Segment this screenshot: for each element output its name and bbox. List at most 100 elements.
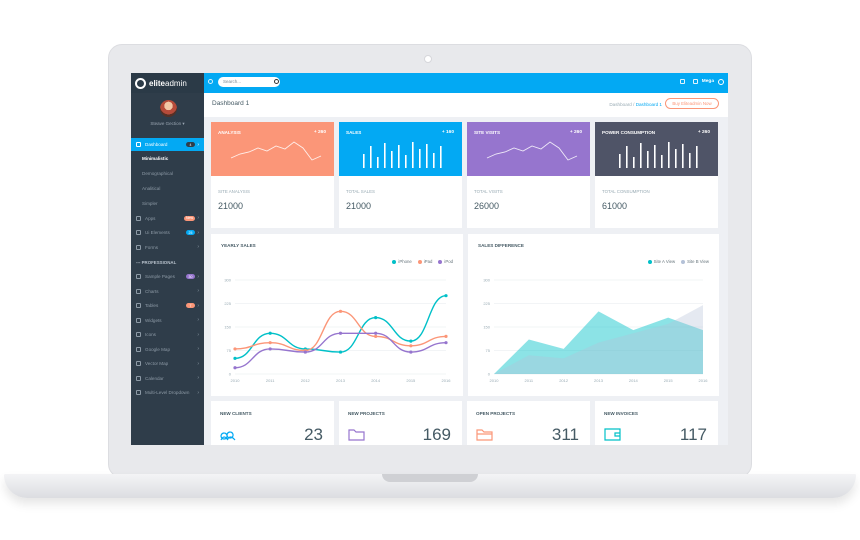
sidebar-item-multi-level-dropdown[interactable]: Multi-Level Dropdown › — [131, 386, 204, 401]
settings-icon[interactable] — [718, 79, 724, 85]
user-name[interactable]: Steave Gection ▾ — [150, 121, 185, 126]
sparkline-bar — [384, 143, 386, 168]
logo-light: admin — [165, 78, 187, 88]
yearly-sales-legend: iPhone iPad iPod — [392, 259, 453, 264]
x-tick-label: 2014 — [629, 378, 639, 383]
data-point — [338, 331, 343, 335]
data-point — [233, 356, 237, 360]
sidebar-badge: 7 — [186, 303, 195, 309]
sparkline-bar — [363, 154, 365, 168]
stat-value: 61000 — [602, 201, 628, 211]
chevron-right-icon: › — [197, 331, 199, 338]
sidebar-item-apps[interactable]: Apps New › — [131, 211, 204, 226]
data-point — [268, 341, 272, 345]
stat-sub-label: TOTAL VISITS — [474, 189, 503, 194]
sparkline-bar — [405, 155, 407, 168]
sparkline-bar — [433, 153, 435, 168]
stat-card-header: SALES + 160 — [339, 122, 462, 176]
sidebar-item-label: Icons — [145, 332, 156, 338]
x-tick-label: 2011 — [525, 378, 534, 383]
buy-button[interactable]: Buy Eliteadmin Now — [665, 98, 719, 109]
sidebar-item-label: Apps — [145, 215, 156, 221]
sidebar-subitem-minimalistic[interactable]: Minimalistic — [142, 156, 169, 161]
sparkline-bar — [377, 157, 379, 168]
sparkline-bar — [370, 146, 372, 168]
summary-value: 23 — [304, 425, 323, 444]
legend-item[interactable]: Site B View — [681, 259, 709, 264]
sparkline-bar — [647, 151, 649, 168]
forms-icon — [136, 244, 141, 250]
sales-difference-legend: Site A View Site B View — [647, 259, 709, 264]
y-tick-label: 225 — [224, 301, 231, 306]
sidebar-item-icons[interactable]: Icons › — [131, 328, 204, 343]
user-menu[interactable]: Mega — [701, 79, 714, 84]
legend-label: Site A View — [653, 259, 676, 264]
sidebar-item-charts[interactable]: Charts › — [131, 284, 204, 299]
chevron-right-icon: › — [197, 317, 199, 324]
x-tick-label: 2010 — [490, 378, 500, 383]
sidebar-item-label: Multi-Level Dropdown — [145, 390, 190, 396]
avatar[interactable] — [160, 100, 177, 117]
sidebar-item-ui-elements[interactable]: Ui Elements 25 › — [131, 226, 204, 241]
sidebar-subitem-simpler[interactable]: Simpler — [142, 201, 158, 206]
sidebar-subitem-demographical[interactable]: Demographical — [142, 171, 173, 176]
stat-value: 26000 — [474, 201, 500, 211]
sidebar-subitem-analitical[interactable]: Analitical — [142, 186, 161, 191]
sales-difference-title: SALES DIFFERENCE — [478, 243, 524, 248]
summary-label: NEW INVOICES — [604, 411, 638, 416]
search-icon[interactable] — [274, 79, 279, 84]
legend-label: Site B View — [687, 259, 709, 264]
sidebar-item-sample-pages[interactable]: Sample Pages 30 › — [131, 270, 204, 285]
open-folder-icon — [476, 429, 493, 441]
search-input[interactable]: Search... — [218, 77, 280, 87]
bell-icon[interactable] — [693, 79, 698, 84]
summary-card: NEW PROJECTS 169 — [339, 401, 462, 445]
x-tick-label: 2016 — [699, 378, 709, 383]
chevron-right-icon: › — [197, 346, 199, 353]
dashboard-icon — [136, 142, 141, 147]
mail-icon[interactable] — [680, 79, 685, 84]
sidebar-nav: Dashboard 4 › Minimalistic Demographical Anal… — [131, 138, 204, 400]
summary-value: 117 — [679, 425, 707, 444]
stat-card: SITE VISITS + 260 TOTAL VISITS 26000 — [467, 122, 590, 228]
legend-item[interactable]: Site A View — [647, 259, 676, 264]
area-series-0 — [494, 311, 703, 374]
user-group-icon — [220, 431, 236, 441]
legend-item[interactable]: iPad — [417, 259, 432, 264]
vector-map-icon — [136, 361, 141, 367]
sidebar-item-tables[interactable]: Tables 7 › — [131, 299, 204, 314]
sparkline-bar — [654, 145, 656, 168]
sidebar-item-vector-map[interactable]: Vector Map › — [131, 357, 204, 372]
data-point — [374, 316, 378, 320]
data-point — [409, 344, 413, 348]
sidebar-item-google-map[interactable]: Google Map › — [131, 342, 204, 357]
stat-card: ANALYSIS + 260 SITE ANALYSIS 21000 — [211, 122, 334, 228]
data-point — [303, 350, 307, 354]
sidebar-item-widgets[interactable]: Widgets › — [131, 313, 204, 328]
y-tick-label: 75 — [486, 348, 491, 353]
sidebar-badge: 25 — [186, 230, 195, 236]
sidebar-item-forms[interactable]: Forms › — [131, 240, 204, 255]
legend-item[interactable]: iPod — [438, 259, 453, 264]
x-tick-label: 2013 — [336, 378, 346, 383]
sidebar-item-label: Vector Map — [145, 361, 169, 367]
sparkline-bar — [633, 157, 635, 168]
summary-card: NEW CLIENTS 23 — [211, 401, 334, 445]
sidebar-item-label: Charts — [145, 288, 159, 294]
hamburger-icon[interactable] — [208, 79, 213, 84]
stat-label: POWER CONSUMPTION — [602, 130, 656, 135]
sparkline-bar — [426, 144, 428, 168]
sales-difference-chart: 0 75 150 225 300 2010 2011 2012 2013 2014 2015 2016 — [483, 278, 709, 384]
breadcrumb-home[interactable]: Dashboard — [609, 102, 632, 107]
stat-delta: + 260 — [569, 130, 582, 135]
line-series-1 — [234, 310, 447, 352]
sidebar-item-calendar[interactable]: Calendar › — [131, 371, 204, 386]
charts-icon — [136, 288, 141, 294]
chevron-right-icon: › — [197, 389, 199, 396]
logo[interactable]: elite admin — [131, 73, 204, 93]
legend-item[interactable]: iPhone — [392, 259, 412, 264]
legend-label: iPhone — [398, 259, 412, 264]
chevron-right-icon: › — [197, 215, 199, 222]
x-tick-label: 2015 — [664, 378, 674, 383]
sidebar-item-dashboard[interactable]: Dashboard 4 › — [131, 138, 204, 151]
